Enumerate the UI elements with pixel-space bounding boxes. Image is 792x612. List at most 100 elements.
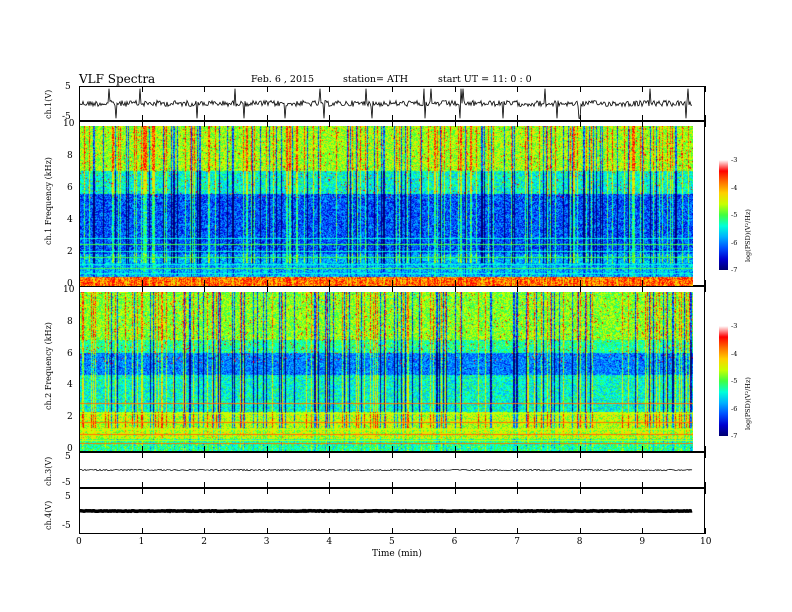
x-tick	[454, 452, 456, 458]
x-tick	[454, 528, 456, 534]
x-tick-label: 1	[138, 537, 145, 547]
ch3-ytick-bottom: -5	[62, 478, 71, 488]
colorbar-ch2	[719, 326, 728, 436]
x-tick	[579, 528, 581, 534]
x-tick	[454, 86, 456, 92]
freq-tick-label: 4	[67, 215, 73, 225]
x-tick	[266, 280, 268, 286]
x-tick	[642, 488, 644, 494]
colorbar-ch1-label: log(PSD)(V²/Hz)	[744, 209, 752, 262]
x-tick	[392, 86, 393, 92]
start-time-label: start UT = 11: 0 : 0	[438, 74, 532, 85]
colorbar-tick-label: -4	[731, 349, 738, 358]
x-tick	[705, 488, 706, 494]
x-tick	[141, 482, 143, 488]
x-tick	[579, 446, 581, 452]
colorbar-ch1	[719, 160, 728, 270]
colorbar-tick-label: -4	[731, 183, 738, 192]
x-tick	[266, 528, 268, 534]
x-tick	[642, 528, 644, 534]
x-tick	[329, 121, 331, 127]
ch4-ytick-bottom: -5	[62, 521, 71, 531]
x-tick	[141, 286, 143, 292]
x-tick	[454, 286, 456, 292]
ch1-ytick-bottom: -5	[62, 112, 71, 122]
x-tick	[454, 482, 456, 488]
x-tick	[204, 121, 206, 127]
freq-tick-label: 2	[67, 412, 73, 423]
x-tick	[517, 86, 519, 92]
ch4-waveform	[80, 508, 693, 514]
x-tick	[79, 482, 80, 488]
x-tick	[392, 121, 393, 127]
ch3-waveform	[80, 468, 693, 472]
x-tick	[266, 482, 268, 488]
x-tick	[79, 452, 80, 458]
x-tick	[204, 452, 206, 458]
colorbar-tick-label: -5	[731, 211, 738, 219]
freq-tick-label: 10	[63, 285, 75, 295]
x-tick	[141, 280, 143, 286]
x-tick	[642, 86, 644, 92]
x-tick	[517, 121, 519, 127]
waveform-trace	[80, 88, 692, 119]
x-tick	[329, 286, 331, 292]
spectrogram-ch2-panel	[79, 286, 705, 452]
freq-tick-label: 4	[67, 380, 73, 391]
spectrogram-ch2	[80, 292, 693, 451]
x-tick-label: 8	[576, 537, 583, 547]
x-tick	[642, 280, 644, 286]
x-tick	[392, 280, 393, 286]
x-tick	[454, 488, 456, 494]
x-tick	[392, 488, 393, 494]
x-tick	[79, 286, 80, 292]
colorbar-ch2-label: log(PSD)(V²/Hz)	[744, 377, 752, 430]
x-tick	[141, 488, 143, 494]
colorbar-tick-label: -6	[731, 404, 738, 413]
x-tick	[266, 86, 268, 92]
colorbar-tick-label: -3	[731, 156, 738, 164]
x-tick	[579, 121, 581, 127]
x-tick	[579, 488, 581, 494]
x-tick	[79, 446, 80, 452]
x-tick	[204, 115, 206, 121]
x-tick	[266, 452, 268, 458]
x-tick	[579, 86, 581, 92]
x-tick-label: 5	[389, 537, 395, 547]
spec2-ylabel: ch.2 Frequency (kHz)	[44, 322, 53, 410]
x-tick	[392, 482, 393, 488]
x-tick	[141, 115, 143, 121]
ch1-waveform	[80, 88, 692, 119]
x-tick	[705, 446, 706, 452]
x-tick	[454, 446, 456, 452]
colorbar-tick-label: -7	[731, 432, 738, 440]
x-tick	[204, 286, 206, 292]
x-tick	[642, 286, 644, 292]
x-tick	[329, 446, 331, 452]
x-tick	[266, 446, 268, 452]
freq-tick-label: 0	[67, 279, 73, 289]
x-tick	[642, 482, 644, 488]
x-tick	[266, 488, 268, 494]
ch4-waveform-panel	[79, 488, 705, 534]
x-tick	[454, 121, 456, 127]
x-tick	[204, 488, 206, 494]
x-tick-label: 6	[451, 537, 458, 547]
x-tick	[392, 286, 393, 292]
freq-tick-label: 8	[67, 151, 73, 161]
x-tick	[329, 482, 331, 488]
x-tick	[204, 446, 206, 452]
x-tick	[141, 452, 143, 458]
freq-tick-label: 0	[67, 444, 73, 454]
spectrogram-ch1	[80, 126, 693, 286]
x-tick	[79, 488, 80, 494]
x-tick	[204, 280, 206, 286]
x-tick	[392, 528, 393, 534]
x-tick-label: 4	[326, 537, 333, 547]
x-tick	[517, 452, 519, 458]
x-tick	[579, 280, 581, 286]
station-label: station= ATH	[343, 74, 408, 85]
x-tick	[204, 482, 206, 488]
x-tick	[141, 446, 143, 452]
x-tick	[517, 115, 519, 121]
